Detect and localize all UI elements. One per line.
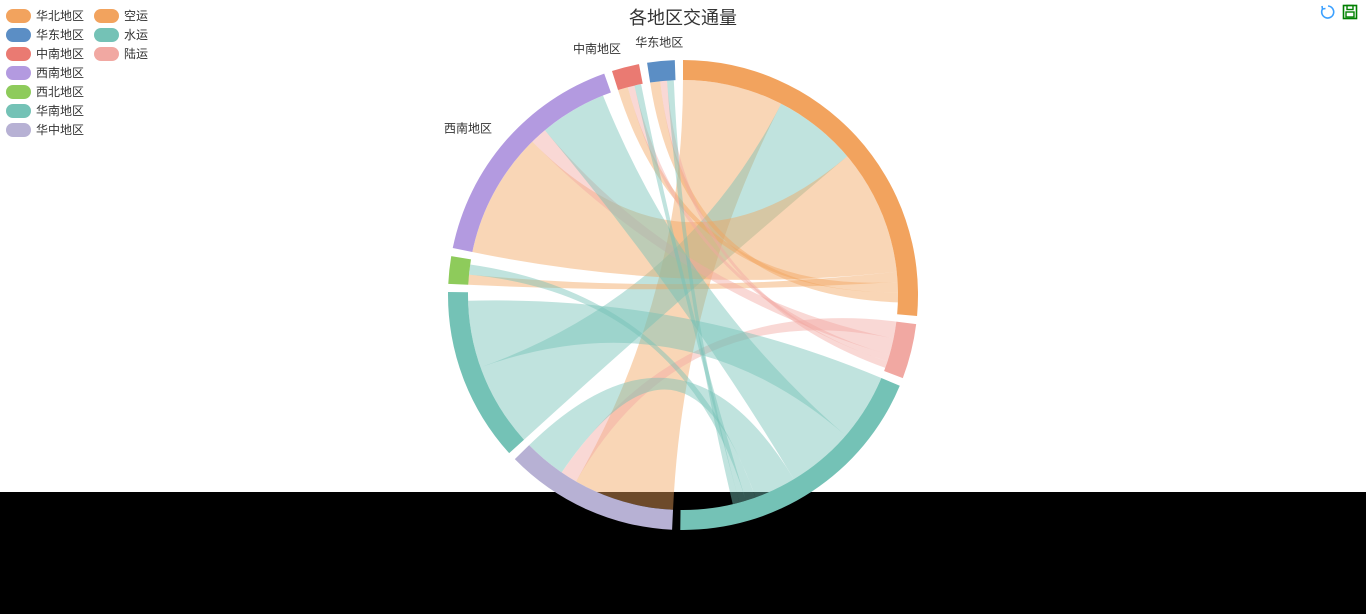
chord-node-label: 华东地区 (635, 35, 683, 49)
chord-node-label: 中南地区 (573, 41, 621, 56)
chord-arc[interactable] (647, 60, 675, 82)
chord-node-label: 西南地区 (444, 120, 492, 135)
chord-chart[interactable]: 西南地区 中南地区华东地区 (0, 0, 1366, 614)
chord-arc[interactable] (448, 256, 471, 285)
